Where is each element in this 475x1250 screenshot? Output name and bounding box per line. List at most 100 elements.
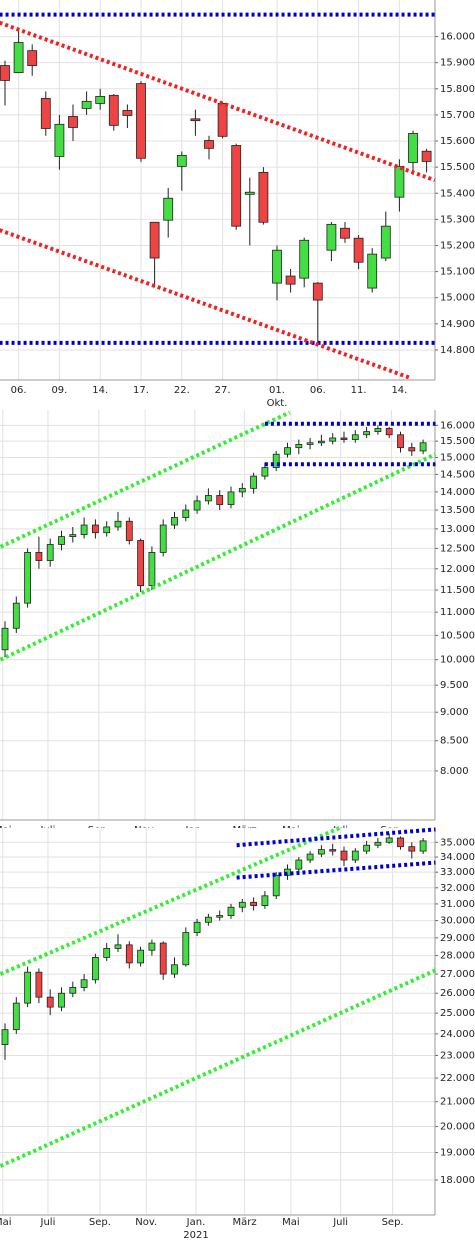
x-tick-label: Sep. bbox=[89, 1217, 111, 1228]
x-tick-label: 11. bbox=[351, 385, 367, 396]
y-tick-label: 8.000 bbox=[440, 766, 469, 777]
candle-body bbox=[216, 495, 224, 505]
candle-body bbox=[69, 534, 77, 537]
candle-body bbox=[317, 440, 325, 444]
candle-body bbox=[182, 932, 190, 966]
candle-body bbox=[340, 850, 348, 861]
candle-body bbox=[258, 171, 269, 223]
candle-body bbox=[272, 874, 280, 897]
y-tick-label: 18.000 bbox=[440, 1175, 475, 1186]
candle-body bbox=[306, 853, 314, 861]
candle-body bbox=[92, 957, 99, 981]
candle-body bbox=[159, 524, 167, 553]
candle-body bbox=[136, 83, 146, 159]
y-tick-label: 15.300 bbox=[440, 214, 475, 225]
x-tick-label: Mai bbox=[0, 1217, 12, 1228]
candle-body bbox=[176, 154, 187, 167]
candle-body bbox=[385, 837, 393, 843]
y-tick-label: 15.700 bbox=[440, 110, 475, 121]
trend-line bbox=[0, 968, 437, 1168]
candle-body bbox=[272, 453, 280, 468]
y-tick-label: 11.500 bbox=[440, 585, 475, 596]
candle-body bbox=[421, 150, 432, 162]
x-tick-label: März bbox=[232, 1217, 256, 1228]
y-tick-label: 23.000 bbox=[440, 1050, 475, 1061]
candle-body bbox=[351, 434, 359, 440]
candle-body bbox=[80, 524, 88, 536]
candle-body bbox=[295, 859, 303, 870]
candle-body bbox=[12, 602, 20, 629]
candle-body bbox=[408, 846, 416, 852]
candle-body bbox=[394, 165, 405, 198]
y-tick-label: 34.000 bbox=[440, 852, 475, 863]
candle-body bbox=[295, 443, 303, 449]
candle-body bbox=[374, 841, 382, 846]
candle-body bbox=[329, 437, 337, 442]
candle-body bbox=[1, 627, 9, 651]
y-tick-label: 15.900 bbox=[440, 58, 475, 69]
x-tick-sublabel: Okt. bbox=[267, 398, 288, 409]
y-tick-label: 20.000 bbox=[440, 1121, 475, 1132]
y-tick-label: 21.000 bbox=[440, 1097, 475, 1108]
candle-body bbox=[148, 942, 156, 951]
candle-body bbox=[306, 442, 314, 445]
candle-body bbox=[351, 850, 359, 861]
candle-body bbox=[114, 520, 122, 528]
candle-body bbox=[380, 225, 391, 259]
candle-body bbox=[363, 431, 371, 436]
candle-body bbox=[397, 434, 404, 449]
trend-line bbox=[0, 452, 437, 662]
candle-body bbox=[238, 901, 246, 908]
y-tick-label: 14.900 bbox=[440, 319, 475, 330]
candle-body bbox=[231, 145, 242, 227]
y-tick-label: 32.000 bbox=[440, 883, 475, 894]
candle-body bbox=[137, 949, 145, 964]
candle-body bbox=[80, 979, 88, 988]
candle-body bbox=[58, 536, 65, 545]
candle-body bbox=[374, 428, 382, 433]
y-tick-label: 15.800 bbox=[440, 84, 475, 95]
y-tick-label: 15.400 bbox=[440, 188, 475, 199]
x-tick-label: 27. bbox=[215, 385, 231, 396]
y-tick-label: 14.800 bbox=[440, 345, 475, 356]
candle-body bbox=[114, 944, 122, 949]
candle-body bbox=[46, 996, 54, 1008]
candle-body bbox=[216, 915, 224, 918]
trend-line bbox=[0, 20, 436, 183]
candle-body bbox=[227, 906, 235, 916]
candle-body bbox=[217, 103, 228, 137]
y-tick-label: 35.000 bbox=[440, 837, 475, 848]
candle-body bbox=[326, 223, 337, 251]
candle-body bbox=[250, 475, 258, 489]
candle-body bbox=[272, 249, 282, 284]
candle-body bbox=[0, 65, 10, 81]
y-tick-label: 13.500 bbox=[440, 505, 475, 516]
y-tick-label: 15.500 bbox=[440, 436, 475, 447]
y-tick-label: 15.100 bbox=[440, 267, 475, 278]
y-tick-label: 15.000 bbox=[440, 453, 475, 464]
candle-body bbox=[122, 110, 133, 116]
candle-body bbox=[12, 1002, 20, 1031]
candle-body bbox=[204, 916, 212, 923]
candle-body bbox=[27, 50, 38, 66]
candle-body bbox=[92, 524, 99, 534]
y-tick-label: 16.000 bbox=[440, 420, 475, 431]
candle-body bbox=[108, 94, 119, 126]
x-tick-label: 06. bbox=[11, 385, 27, 396]
candle-body bbox=[68, 116, 78, 128]
candle-body bbox=[46, 544, 54, 561]
candle-body bbox=[340, 437, 348, 440]
candle-body bbox=[125, 944, 133, 964]
candle-body bbox=[250, 901, 258, 906]
y-tick-label: 19.000 bbox=[440, 1148, 475, 1159]
y-tick-label: 24.000 bbox=[440, 1029, 475, 1040]
y-tick-label: 15.600 bbox=[440, 136, 475, 147]
x-tick-label: 22. bbox=[174, 385, 190, 396]
y-tick-label: 12.000 bbox=[440, 564, 475, 575]
trend-line bbox=[0, 228, 411, 380]
candle-body bbox=[244, 191, 255, 195]
candle-body bbox=[54, 123, 65, 157]
y-tick-label: 27.000 bbox=[440, 969, 475, 980]
candle-body bbox=[329, 849, 337, 852]
